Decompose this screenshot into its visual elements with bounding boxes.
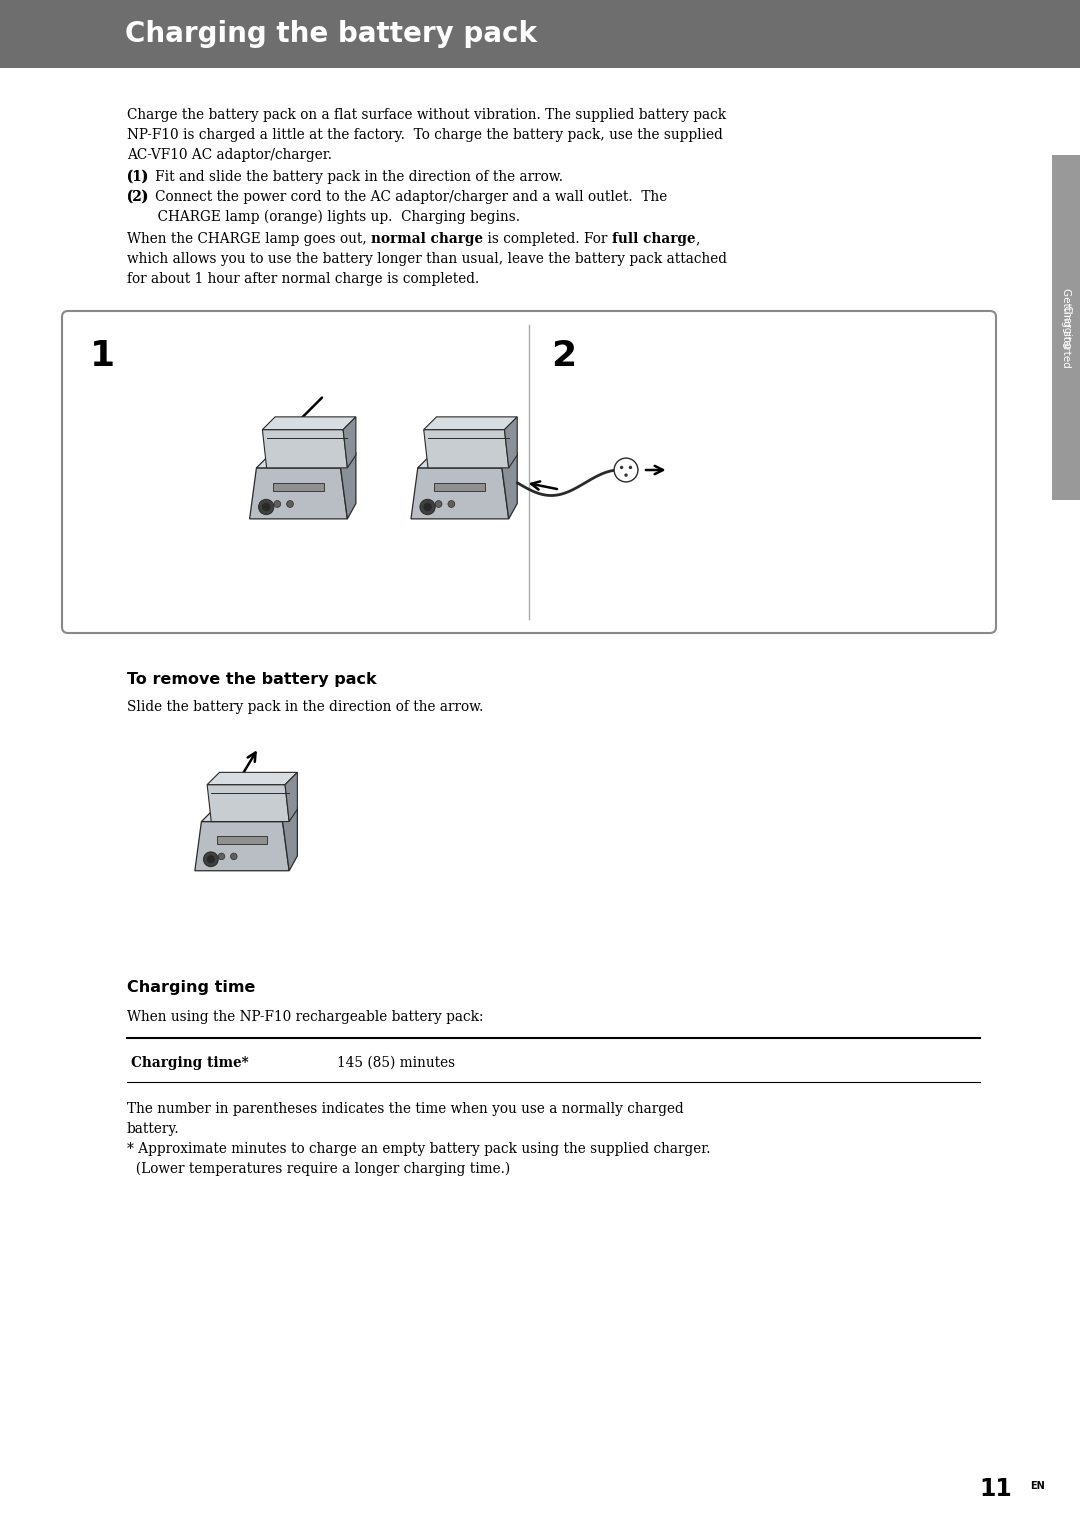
Text: Getting started: Getting started	[1061, 287, 1071, 367]
Text: Charging: Charging	[1061, 306, 1071, 350]
Text: battery.: battery.	[127, 1122, 179, 1136]
Polygon shape	[217, 836, 267, 844]
Circle shape	[230, 853, 238, 859]
Circle shape	[422, 500, 429, 508]
Text: (1)  Fit and slide the battery pack in the direction of the arrow.: (1) Fit and slide the battery pack in th…	[127, 170, 563, 185]
Text: When using the NP-F10 rechargeable battery pack:: When using the NP-F10 rechargeable batte…	[127, 1011, 484, 1024]
Polygon shape	[434, 483, 485, 491]
Text: * Approximate minutes to charge an empty battery pack using the supplied charger: * Approximate minutes to charge an empty…	[127, 1142, 711, 1156]
Text: Charging time*: Charging time*	[131, 1057, 248, 1070]
Text: (2): (2)	[127, 190, 149, 203]
Polygon shape	[343, 417, 356, 468]
Circle shape	[262, 503, 270, 511]
Text: full charge: full charge	[612, 232, 696, 246]
Circle shape	[218, 853, 225, 859]
Polygon shape	[194, 821, 289, 870]
Text: 2: 2	[551, 339, 576, 373]
Text: Slide the battery pack in the direction of the arrow.: Slide the battery pack in the direction …	[127, 700, 484, 714]
Circle shape	[274, 500, 281, 508]
Text: AC-VF10 AC adaptor/charger.: AC-VF10 AC adaptor/charger.	[127, 148, 332, 162]
Circle shape	[624, 474, 627, 477]
Polygon shape	[201, 807, 297, 821]
Polygon shape	[262, 430, 348, 468]
FancyBboxPatch shape	[1052, 154, 1080, 500]
Text: The number in parentheses indicates the time when you use a normally charged: The number in parentheses indicates the …	[127, 1102, 684, 1116]
Text: (2)  Connect the power cord to the AC adaptor/charger and a wall outlet.  The: (2) Connect the power cord to the AC ada…	[127, 190, 667, 205]
Circle shape	[286, 500, 294, 508]
Text: (Lower temperatures require a longer charging time.): (Lower temperatures require a longer cha…	[127, 1162, 510, 1176]
Circle shape	[615, 459, 638, 482]
Polygon shape	[504, 417, 517, 468]
Text: EN: EN	[1030, 1482, 1044, 1491]
Polygon shape	[207, 784, 289, 821]
Polygon shape	[207, 772, 297, 784]
Circle shape	[423, 503, 432, 511]
FancyBboxPatch shape	[0, 0, 1080, 67]
Text: is completed. For: is completed. For	[483, 232, 612, 246]
Circle shape	[420, 500, 435, 515]
Circle shape	[203, 852, 218, 867]
Polygon shape	[340, 453, 356, 518]
Polygon shape	[273, 483, 324, 491]
FancyBboxPatch shape	[62, 310, 996, 633]
Polygon shape	[418, 453, 517, 468]
Text: Charge the battery pack on a flat surface without vibration. The supplied batter: Charge the battery pack on a flat surfac…	[127, 109, 726, 122]
Polygon shape	[502, 453, 517, 518]
Polygon shape	[423, 430, 509, 468]
Circle shape	[258, 500, 274, 515]
Polygon shape	[256, 453, 356, 468]
Text: for about 1 hour after normal charge is completed.: for about 1 hour after normal charge is …	[127, 272, 480, 286]
Text: (1): (1)	[127, 170, 149, 183]
Polygon shape	[411, 468, 509, 518]
Text: ,: ,	[696, 232, 700, 246]
Polygon shape	[283, 807, 297, 870]
Polygon shape	[262, 417, 356, 430]
Polygon shape	[285, 772, 297, 821]
Circle shape	[206, 853, 213, 859]
Polygon shape	[249, 468, 348, 518]
Circle shape	[261, 500, 268, 508]
Text: Charging the battery pack: Charging the battery pack	[125, 20, 537, 47]
Circle shape	[620, 466, 623, 469]
Circle shape	[629, 466, 632, 469]
Text: NP-F10 is charged a little at the factory.  To charge the battery pack, use the : NP-F10 is charged a little at the factor…	[127, 128, 723, 142]
Circle shape	[435, 500, 442, 508]
Text: Charging time: Charging time	[127, 980, 255, 995]
Circle shape	[448, 500, 455, 508]
Text: CHARGE lamp (orange) lights up.  Charging begins.: CHARGE lamp (orange) lights up. Charging…	[127, 209, 519, 225]
Text: 1: 1	[90, 339, 116, 373]
Text: 145 (85) minutes: 145 (85) minutes	[337, 1057, 455, 1070]
Text: To remove the battery pack: To remove the battery pack	[127, 673, 377, 687]
Text: normal charge: normal charge	[372, 232, 483, 246]
Text: which allows you to use the battery longer than usual, leave the battery pack at: which allows you to use the battery long…	[127, 252, 727, 266]
Text: When the CHARGE lamp goes out,: When the CHARGE lamp goes out,	[127, 232, 372, 246]
Polygon shape	[423, 417, 517, 430]
Text: 11: 11	[980, 1477, 1012, 1501]
Circle shape	[206, 855, 215, 864]
